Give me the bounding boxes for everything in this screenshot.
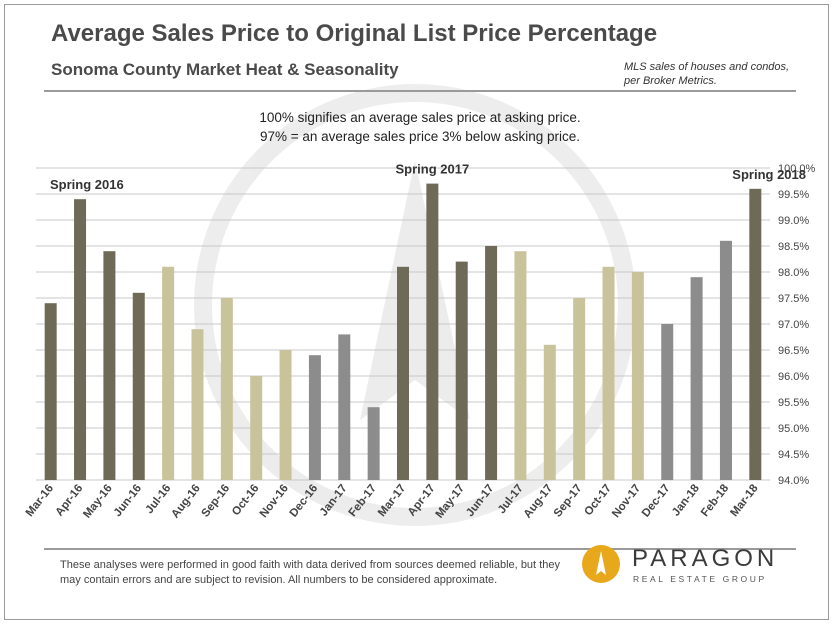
- bar-nov-16: [279, 350, 292, 480]
- x-tick-label: Sep-16: [200, 482, 233, 519]
- y-tick-label: 99.0%: [778, 215, 809, 227]
- bar-dec-17: [661, 324, 674, 480]
- bar-aug-17: [543, 344, 556, 480]
- annotation-label: Spring 2016: [50, 177, 124, 192]
- x-tick-label: Jan-18: [670, 482, 702, 519]
- annotation-label: Spring 2017: [396, 162, 470, 177]
- bar-feb-17: [367, 407, 380, 480]
- bar-mar-16: [44, 303, 57, 480]
- disclaimer-text: These analyses were performed in good fa…: [60, 559, 560, 586]
- y-tick-label: 98.0%: [778, 267, 809, 279]
- x-tick-label: Mar-18: [728, 482, 761, 519]
- x-tick-label: Aug-16: [169, 482, 202, 520]
- note-line-1: 100% signifies an average sales price at…: [259, 110, 581, 125]
- paragon-logo-icon: [582, 545, 620, 583]
- bar-jul-17: [514, 251, 527, 480]
- x-tick-label: Feb-18: [699, 482, 732, 519]
- bar-may-17: [455, 261, 468, 480]
- bar-nov-17: [631, 272, 644, 480]
- footer-rule: [44, 548, 796, 550]
- chart-title: Average Sales Price to Original List Pri…: [51, 20, 658, 47]
- y-tick-label: 96.5%: [778, 345, 809, 357]
- logo-tagline: REAL ESTATE GROUP: [633, 574, 767, 584]
- x-tick-label: Jun-16: [112, 482, 144, 519]
- bars: [44, 183, 762, 481]
- bar-apr-17: [426, 183, 439, 480]
- y-axis-labels: 94.0% 94.5% 95.0% 95.5% 96.0% 96.5% 97.0% 97.5%…: [778, 163, 816, 487]
- bar-feb-18: [719, 240, 732, 480]
- y-tick-label: 98.5%: [778, 241, 809, 253]
- bar-aug-16: [191, 329, 204, 480]
- bar-jul-16: [162, 266, 175, 480]
- watermark-logo: [194, 84, 636, 526]
- x-tick-label: Nov-17: [610, 482, 643, 520]
- x-tick-label: Jul-16: [144, 482, 174, 516]
- bar-sep-16: [220, 298, 233, 480]
- y-tick-label: 97.5%: [778, 293, 809, 305]
- bar-jun-16: [132, 292, 145, 480]
- y-tick-label: 99.5%: [778, 189, 809, 201]
- x-tick-label: May-16: [81, 482, 114, 520]
- x-tick-label: Mar-16: [24, 482, 56, 519]
- x-tick-label: Sep-17: [552, 482, 585, 519]
- y-tick-label: 94.0%: [778, 475, 809, 487]
- y-tick-label: 94.5%: [778, 449, 809, 461]
- bar-jun-17: [485, 246, 498, 480]
- header-rule: [44, 90, 796, 92]
- x-tick-label: Dec-17: [640, 482, 673, 519]
- bar-mar-17: [397, 266, 409, 480]
- annotation-label: Spring 2018: [732, 167, 806, 182]
- annotations: Spring 2016 Spring 2017 Spring 2018: [50, 162, 806, 193]
- bar-chart: 94.0% 94.5% 95.0% 95.5% 96.0% 96.5% 97.0% 97.5%…: [24, 84, 816, 526]
- bar-mar-18: [749, 188, 762, 481]
- bar-jan-18: [690, 277, 703, 480]
- source-note: MLS sales of houses and condos, per Brok…: [624, 61, 790, 87]
- y-tick-label: 96.0%: [778, 371, 809, 383]
- chart-frame: [4, 4, 829, 620]
- bar-jan-17: [338, 334, 351, 480]
- chart-note: 100% signifies an average sales price at…: [180, 108, 660, 146]
- logo-name: PARAGON: [632, 545, 779, 572]
- chart-subtitle: Sonoma County Market Heat & Seasonality: [51, 60, 399, 79]
- y-tick-label: 97.0%: [778, 319, 809, 331]
- paragon-logo: PARAGON REAL ESTATE GROUP: [582, 545, 792, 589]
- y-tick-label: 100.0%: [778, 163, 816, 175]
- y-tick-label: 95.0%: [778, 423, 809, 435]
- bar-oct-16: [250, 376, 263, 480]
- bar-apr-16: [74, 199, 87, 480]
- bar-dec-16: [308, 355, 321, 480]
- y-tick-label: 95.5%: [778, 397, 809, 409]
- x-tick-label: Nov-16: [258, 482, 291, 520]
- note-line-2: 97% = an average sales price 3% below as…: [259, 129, 581, 144]
- bar-sep-17: [573, 298, 586, 480]
- bar-may-16: [103, 251, 116, 480]
- bar-oct-17: [602, 266, 615, 480]
